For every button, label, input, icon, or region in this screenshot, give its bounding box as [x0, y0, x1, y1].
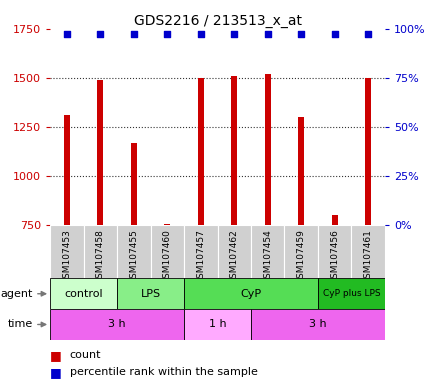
Text: GSM107454: GSM107454	[263, 229, 272, 284]
Bar	[50, 309, 184, 340]
Bar	[197, 78, 203, 225]
Bar	[97, 80, 103, 225]
Text: ■: ■	[50, 349, 62, 362]
Bar	[264, 74, 270, 225]
Text: GSM107453: GSM107453	[62, 229, 71, 284]
Text: 3 h: 3 h	[309, 319, 326, 329]
Point	[264, 31, 271, 37]
Bar	[83, 225, 117, 278]
Text: GSM107461: GSM107461	[363, 229, 372, 284]
Bar	[351, 225, 384, 278]
Bar	[117, 278, 184, 309]
Point	[297, 31, 304, 37]
Bar	[250, 309, 384, 340]
Text: percentile rank within the sample: percentile rank within the sample	[69, 367, 257, 377]
Text: agent: agent	[0, 289, 33, 299]
Bar	[164, 223, 170, 225]
Bar	[250, 225, 284, 278]
Bar	[50, 278, 117, 309]
Text: CyP: CyP	[240, 289, 261, 299]
Bar	[64, 115, 69, 225]
Text: GSM107460: GSM107460	[162, 229, 171, 284]
Point	[364, 31, 371, 37]
Text: 3 h: 3 h	[108, 319, 125, 329]
Bar	[131, 143, 136, 225]
Text: GSM107459: GSM107459	[296, 229, 305, 284]
Point	[230, 31, 237, 37]
Bar	[184, 225, 217, 278]
Text: GSM107462: GSM107462	[229, 229, 238, 284]
Bar	[217, 225, 250, 278]
Bar	[117, 225, 150, 278]
Text: CyP plus LPS: CyP plus LPS	[322, 289, 379, 298]
Text: 1 h: 1 h	[208, 319, 226, 329]
Point	[97, 31, 104, 37]
Bar	[365, 78, 370, 225]
Bar	[317, 278, 384, 309]
Bar	[298, 117, 303, 225]
Point	[197, 31, 204, 37]
Point	[164, 31, 171, 37]
Bar	[317, 225, 351, 278]
Text: GSM107458: GSM107458	[95, 229, 105, 284]
Bar	[284, 225, 317, 278]
Point	[130, 31, 137, 37]
Point	[63, 31, 70, 37]
Text: GSM107455: GSM107455	[129, 229, 138, 284]
Point	[331, 31, 338, 37]
Text: count: count	[69, 350, 101, 360]
Text: time: time	[7, 319, 33, 329]
Text: GSM107457: GSM107457	[196, 229, 205, 284]
Title: GDS2216 / 213513_x_at: GDS2216 / 213513_x_at	[133, 14, 301, 28]
Text: ■: ■	[50, 366, 62, 379]
Bar	[184, 278, 317, 309]
Bar	[231, 76, 237, 225]
Bar	[50, 225, 83, 278]
Text: GSM107456: GSM107456	[329, 229, 339, 284]
Text: LPS: LPS	[140, 289, 160, 299]
Text: control: control	[64, 289, 102, 299]
Bar	[184, 309, 250, 340]
Bar	[331, 215, 337, 225]
Bar	[150, 225, 184, 278]
